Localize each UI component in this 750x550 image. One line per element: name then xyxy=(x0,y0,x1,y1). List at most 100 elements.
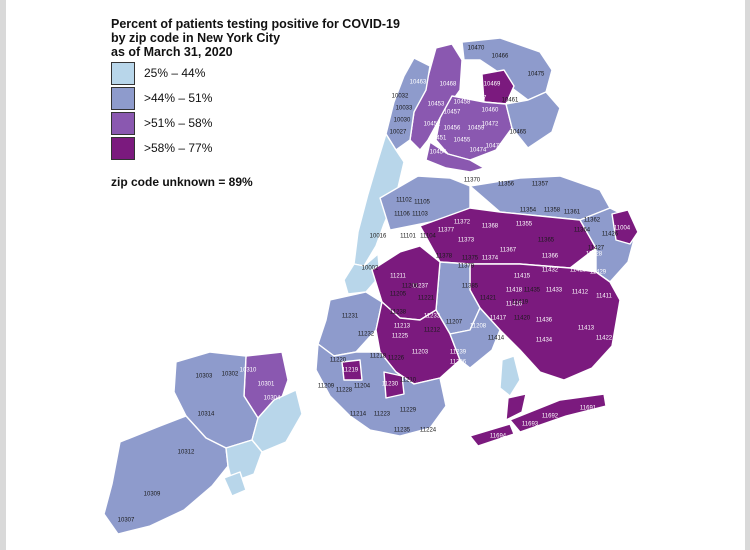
unknown-zip-note: zip code unknown = 89% xyxy=(111,175,253,189)
zip-label: 11207 xyxy=(446,320,463,326)
zip-label: 11233 xyxy=(424,314,441,320)
zip-label: 11209 xyxy=(318,384,335,390)
region-staten-island-south xyxy=(103,415,229,535)
zip-label: 11103 xyxy=(412,212,428,218)
zip-label: 11375 xyxy=(462,256,479,262)
zip-label: 10460 xyxy=(482,108,499,114)
legend-swatch xyxy=(111,87,135,110)
map-title: Percent of patients testing positive for… xyxy=(111,17,411,59)
borough-regions xyxy=(103,37,639,535)
zip-label: 11236 xyxy=(450,360,467,366)
zip-label: 11434 xyxy=(536,338,553,344)
zip-label: 10458 xyxy=(454,100,471,106)
zip-label: 11415 xyxy=(514,274,531,280)
zip-label: 11355 xyxy=(516,222,533,228)
zip-label: 11206 xyxy=(402,284,419,290)
zip-label: 10310 xyxy=(240,368,257,374)
zip-label: 11220 xyxy=(330,358,347,364)
zip-label: 10002 xyxy=(362,266,379,272)
zip-label: 10032 xyxy=(392,94,409,100)
zip-label: 10456 xyxy=(444,126,461,132)
zip-label: 11385 xyxy=(462,284,479,290)
zip-label: 11231 xyxy=(342,314,359,320)
legend-label: >58% – 77% xyxy=(144,141,213,155)
legend-swatch xyxy=(111,62,135,85)
zip-label: 11373 xyxy=(458,238,475,244)
zip-label: 11378 xyxy=(436,254,453,260)
region-manhattan-north xyxy=(385,57,431,151)
zip-label: 10461 xyxy=(502,98,519,104)
region-jamaica-bay-island xyxy=(499,355,521,397)
zip-label: 11105 xyxy=(414,200,430,206)
zip-label: 10470 xyxy=(468,46,485,52)
zip-label: 11214 xyxy=(350,412,367,418)
zip-label: 10451 xyxy=(430,136,447,142)
zip-label: 11239 xyxy=(450,350,467,356)
zip-label: 11691 xyxy=(580,406,597,412)
zip-label: 11211 xyxy=(390,274,406,280)
zip-label: 11433 xyxy=(546,288,563,294)
zip-label: 11422 xyxy=(596,336,613,342)
zip-label: 10465 xyxy=(510,130,527,136)
region-staten-island-southeast xyxy=(225,439,263,483)
zip-label: 10474 xyxy=(470,148,487,154)
zip-label: 11365 xyxy=(538,238,555,244)
zip-label: 10309 xyxy=(144,492,161,498)
zip-label: 11219 xyxy=(342,368,359,374)
zip-label: 10303 xyxy=(196,374,213,380)
zip-label: 10452 xyxy=(424,122,441,128)
zip-label: 10307 xyxy=(118,518,135,524)
zip-label: 10475 xyxy=(528,72,545,78)
legend-label: >44% – 51% xyxy=(144,91,213,105)
zip-label: 11204 xyxy=(354,384,371,390)
zip-label: 10468 xyxy=(440,82,457,88)
region-bronx-south xyxy=(425,141,485,173)
zip-label: 11362 xyxy=(584,218,601,224)
zip-label: 11379 xyxy=(458,264,475,270)
zip-label: 11104 xyxy=(420,234,436,240)
zip-label: 11372 xyxy=(454,220,471,226)
zip-label: 11366 xyxy=(542,254,559,260)
zip-label: 11420 xyxy=(514,316,531,322)
zip-label: 11203 xyxy=(412,350,429,356)
zip-label: 11413 xyxy=(578,326,595,332)
zip-label: 10467 xyxy=(470,96,487,102)
zip-label: 11361 xyxy=(564,210,581,216)
zip-label: 11368 xyxy=(482,224,499,230)
zip-label: 11367 xyxy=(500,248,517,254)
zip-label: 10301 xyxy=(258,382,275,388)
right-frame-edge xyxy=(745,0,750,550)
zip-label: 11428 xyxy=(586,252,603,258)
zip-label: 11416 xyxy=(506,302,523,308)
zip-label: 11106 xyxy=(394,212,410,218)
title-line-1: Percent of patients testing positive for… xyxy=(111,17,400,31)
region-staten-island-east xyxy=(251,389,303,453)
zip-label: 10314 xyxy=(198,412,215,418)
zip-label: 11232 xyxy=(358,332,375,338)
zip-label: 11692 xyxy=(542,414,559,420)
zip-label: 11417 xyxy=(490,316,507,322)
zip-label: 10463 xyxy=(410,80,427,86)
zip-label: 10453 xyxy=(428,102,445,108)
zip-label: 11101 xyxy=(400,234,416,240)
legend-label: 25% – 44% xyxy=(144,66,206,80)
zip-label: 11225 xyxy=(392,334,409,340)
zip-label: 10473 xyxy=(486,144,503,150)
region-breezy-point xyxy=(505,393,527,421)
region-bronx-central xyxy=(435,95,513,161)
legend-swatch xyxy=(111,112,135,135)
zip-label: 11235 xyxy=(394,428,411,434)
zip-label: 11427 xyxy=(588,246,605,252)
zip-label: 11412 xyxy=(572,290,589,296)
zip-label: 10033 xyxy=(396,106,413,112)
zip-label: 11223 xyxy=(374,412,391,418)
zip-label: 11414 xyxy=(488,336,505,342)
region-bronx-10469 xyxy=(481,69,515,105)
region-bronx-east xyxy=(505,91,561,149)
zip-label: 11364 xyxy=(574,228,591,234)
legend-item-58-77: >58% – 77% xyxy=(111,137,271,162)
zip-label: 11238 xyxy=(390,310,407,316)
zip-label: 11429 xyxy=(590,270,607,276)
zip-label: 10469 xyxy=(484,82,501,88)
zip-label: 11212 xyxy=(424,328,441,334)
